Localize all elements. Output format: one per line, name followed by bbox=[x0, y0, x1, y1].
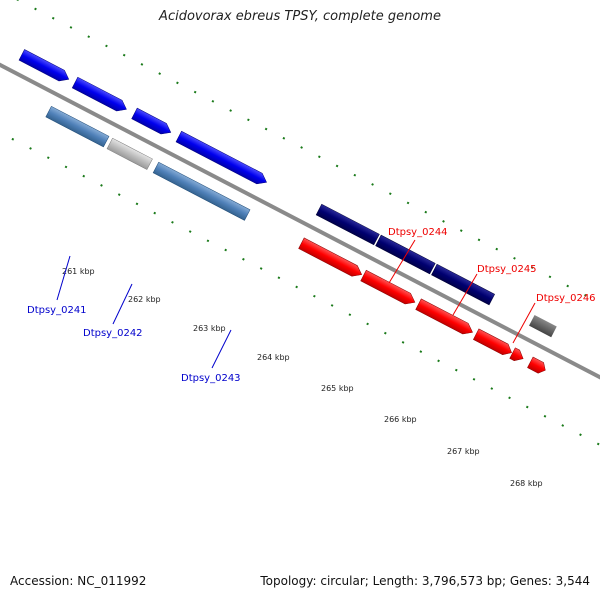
gene-dtpsy-0242[interactable] bbox=[106, 137, 153, 170]
gene-dtpsy-0243[interactable] bbox=[152, 161, 251, 221]
gene-label-dtpsy-0241: Dtpsy_0241 bbox=[27, 305, 87, 316]
tick-label: 262 kbp bbox=[128, 295, 161, 304]
gene-dtpsy-0241[interactable] bbox=[45, 105, 110, 148]
gene-arrow[interactable] bbox=[71, 76, 129, 114]
tick-label: 267 kbp bbox=[447, 447, 480, 456]
tick-label: 264 kbp bbox=[257, 353, 290, 362]
gene-label-dtpsy-0246: Dtpsy_0246 bbox=[536, 293, 596, 304]
gene-label-dtpsy-0245: Dtpsy_0245 bbox=[477, 264, 537, 275]
genome-backbone bbox=[0, 28, 600, 453]
accession-label: Accession: NC_011992 bbox=[10, 574, 147, 588]
genome-summary: Topology: circular; Length: 3,796,573 bp… bbox=[260, 574, 590, 588]
gene-arrow[interactable] bbox=[415, 298, 476, 338]
gene-arrow[interactable] bbox=[360, 269, 418, 307]
gene-arrow[interactable] bbox=[175, 130, 269, 187]
tick-label: 261 kbp bbox=[62, 267, 95, 276]
gene-arrow[interactable] bbox=[131, 107, 174, 138]
tick-label: 265 kbp bbox=[321, 384, 354, 393]
gene-arrow[interactable] bbox=[473, 328, 514, 358]
gene-arrow[interactable] bbox=[18, 49, 72, 85]
callout-line bbox=[512, 302, 536, 344]
gene-dtpsy-0246[interactable] bbox=[431, 263, 495, 306]
gene-dtpsy-0244[interactable] bbox=[315, 203, 380, 246]
gene-arrow[interactable] bbox=[527, 356, 548, 375]
map-title: Acidovorax ebreus TPSY, complete genome bbox=[159, 9, 441, 24]
callout-line bbox=[452, 273, 478, 316]
gene-label-dtpsy-0242: Dtpsy_0242 bbox=[83, 328, 143, 339]
callout-line bbox=[211, 329, 232, 369]
tick-label: 268 kbp bbox=[510, 479, 543, 488]
gene-arrow[interactable] bbox=[509, 347, 526, 364]
tick-label: 266 kbp bbox=[384, 415, 417, 424]
gene-arrow[interactable] bbox=[529, 315, 557, 338]
tick-label: 263 kbp bbox=[193, 324, 226, 333]
callout-line bbox=[56, 255, 71, 301]
inner-tick-ring bbox=[0, 82, 600, 505]
callout-line bbox=[112, 283, 133, 325]
callout-line bbox=[388, 239, 416, 284]
gene-arrow[interactable] bbox=[298, 237, 365, 280]
gene-label-dtpsy-0244: Dtpsy_0244 bbox=[388, 227, 448, 238]
gene-dtpsy-0245[interactable] bbox=[375, 234, 436, 275]
gene-label-dtpsy-0243: Dtpsy_0243 bbox=[181, 373, 241, 384]
